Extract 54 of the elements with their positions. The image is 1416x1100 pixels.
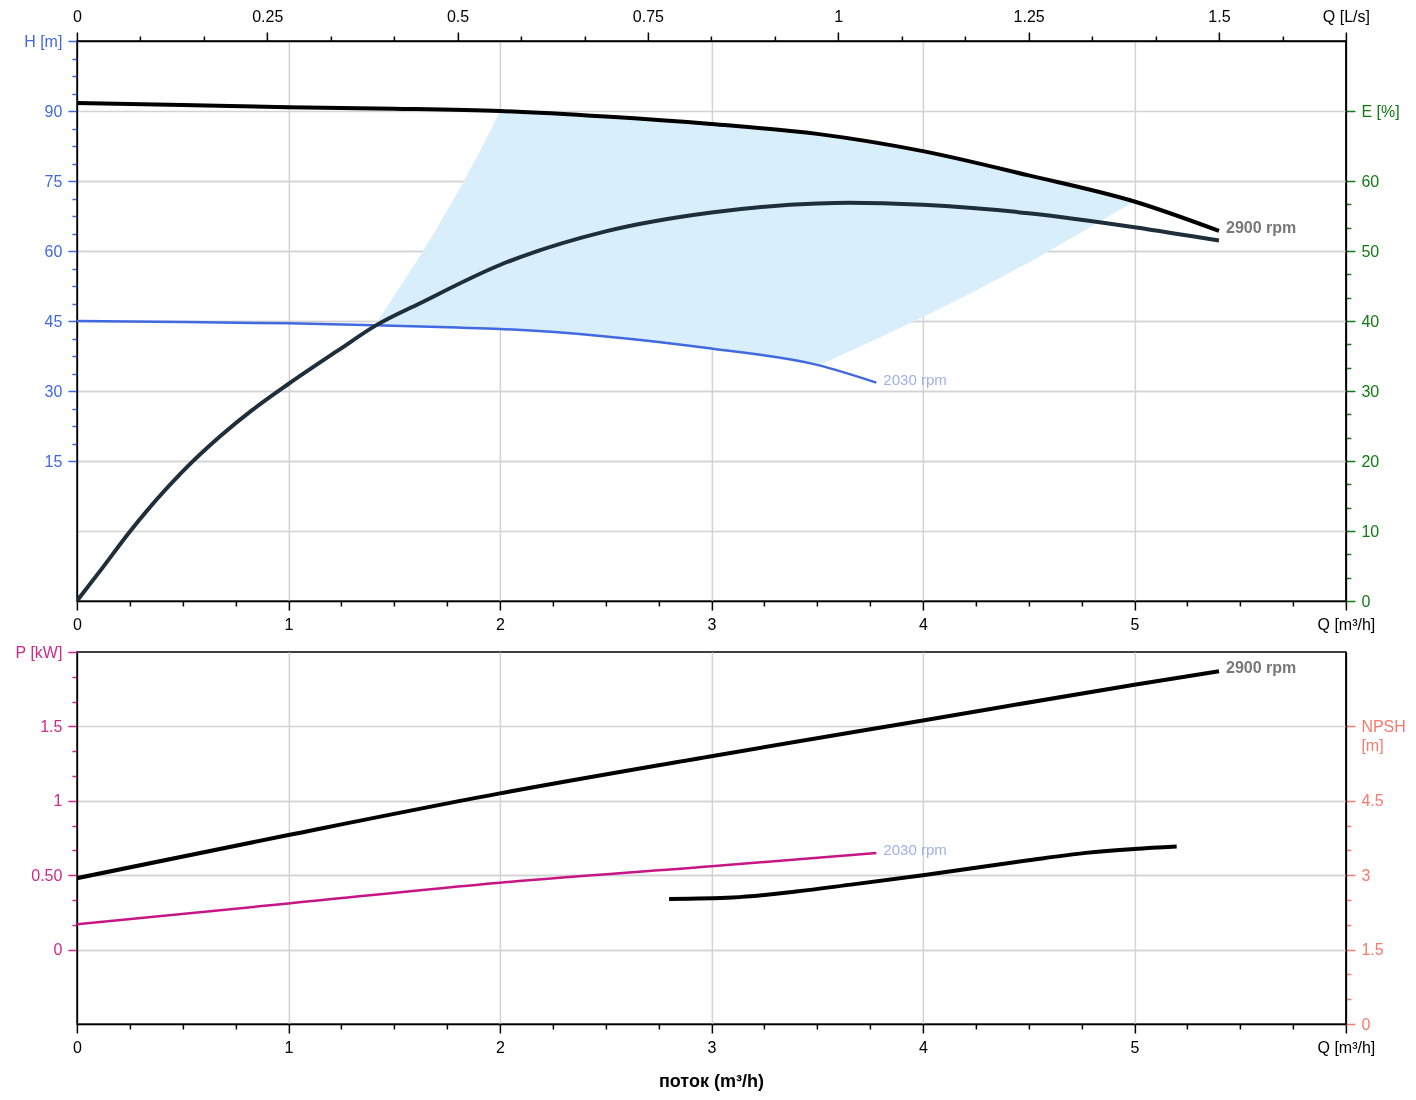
x-tick-label: 3 bbox=[707, 1038, 717, 1056]
x-tick-label: 4 bbox=[918, 1038, 928, 1056]
y2-tick-label: 40 bbox=[1361, 312, 1380, 330]
y2-tick-label: 0 bbox=[1361, 592, 1371, 610]
y-tick-label: 60 bbox=[44, 242, 63, 260]
y-axis-title: P [kW] bbox=[15, 643, 63, 661]
x-tick-label: 5 bbox=[1130, 615, 1140, 633]
y2-tick-label: 30 bbox=[1361, 382, 1380, 400]
line-series bbox=[76, 851, 878, 926]
x-tick-label: 5 bbox=[1130, 1038, 1140, 1056]
x2-tick-label: 1.25 bbox=[1013, 7, 1045, 25]
x-tick-label: 4 bbox=[918, 615, 928, 633]
x-tick-label: 1 bbox=[284, 1038, 294, 1056]
x2-tick-label: 1.5 bbox=[1208, 7, 1231, 25]
y2-tick-label: 50 bbox=[1361, 242, 1380, 260]
line-series bbox=[667, 844, 1179, 902]
x-tick-label: 2 bbox=[495, 615, 505, 633]
x-axis-title: Q [m³/h] bbox=[1317, 1038, 1376, 1056]
y2-tick-label: 20 bbox=[1361, 452, 1380, 470]
y-tick-label: 30 bbox=[44, 382, 63, 400]
x2-tick-label: 0.25 bbox=[252, 7, 284, 25]
text: поток (m³/h) bbox=[658, 1071, 764, 1091]
y2-tick-label: 4.5 bbox=[1361, 792, 1384, 810]
x2-tick-label: 1 bbox=[834, 7, 844, 25]
x2-tick-label: 0.5 bbox=[446, 7, 470, 25]
y2-tick-label: 1.5 bbox=[1361, 941, 1384, 959]
series-label: 2030 rpm bbox=[883, 840, 947, 858]
y-tick-label: 45 bbox=[44, 312, 63, 330]
y2-tick-label: 0 bbox=[1361, 1015, 1371, 1033]
y-axis-title: H [m] bbox=[24, 32, 63, 50]
x-tick-label: 3 bbox=[707, 615, 717, 633]
x-tick-label: 1 bbox=[284, 615, 294, 633]
x2-tick-label: 0.75 bbox=[632, 7, 665, 25]
x2-tick-label: 0 bbox=[72, 7, 82, 25]
y2-axis-title: E [%] bbox=[1361, 102, 1400, 120]
y-tick-label: 1 bbox=[53, 792, 63, 810]
x-tick-label: 2 bbox=[495, 1038, 505, 1056]
series-label: 2900 rpm bbox=[1225, 218, 1297, 236]
x-axis-title: Q [m³/h] bbox=[1317, 615, 1376, 633]
series-label: 2030 rpm bbox=[883, 370, 947, 388]
y-tick-label: 90 bbox=[44, 102, 63, 120]
y2-tick-label: 10 bbox=[1361, 522, 1380, 540]
y-tick-label: 0.50 bbox=[31, 866, 63, 884]
x-tick-label: 0 bbox=[72, 1038, 82, 1056]
y-tick-label: 1.5 bbox=[40, 717, 63, 735]
y-tick-label: 75 bbox=[44, 172, 63, 190]
y2-tick-label: 3 bbox=[1361, 866, 1371, 884]
y-tick-label: 0 bbox=[53, 941, 63, 959]
series-label: 2900 rpm bbox=[1225, 659, 1297, 677]
y-tick-label: 15 bbox=[44, 452, 63, 470]
y2-tick-label: 60 bbox=[1361, 172, 1380, 190]
x2-axis-title: Q [L/s] bbox=[1322, 7, 1370, 25]
y2-axis-title: NPSH [m] bbox=[1361, 717, 1406, 754]
x-tick-label: 0 bbox=[72, 615, 82, 633]
